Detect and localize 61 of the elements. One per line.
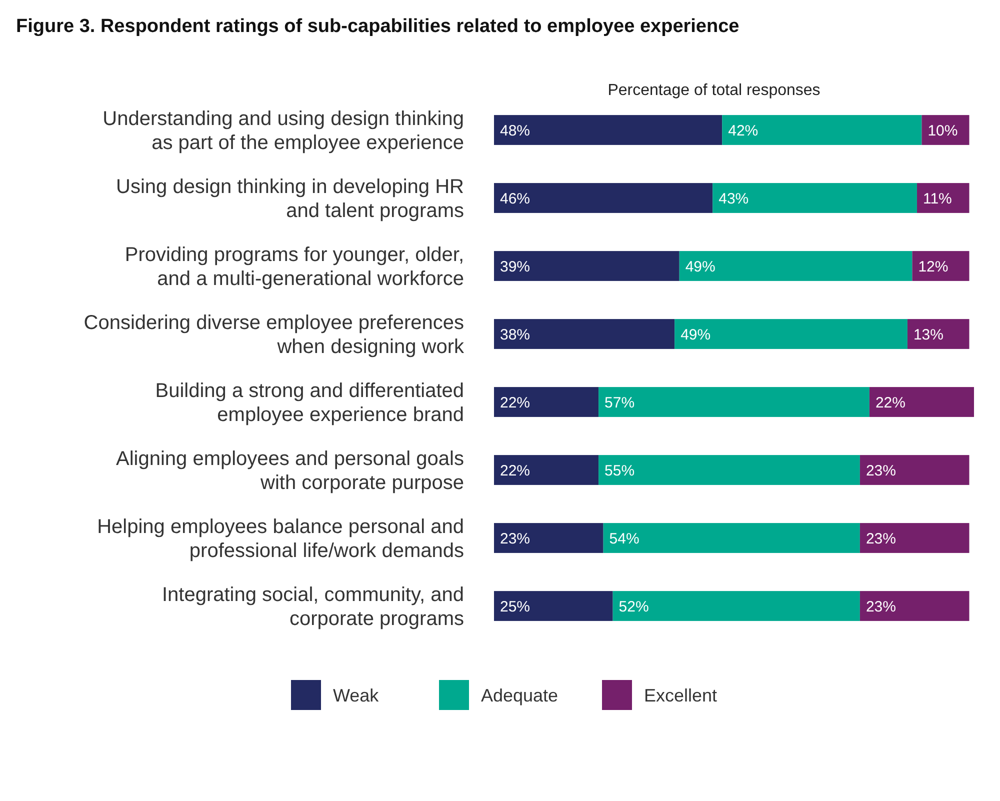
chart-title: Figure 3. Respondent ratings of sub-capabilities related to employee experience (16, 16, 740, 37)
y-tick-label: Aligning employees and personal goals with corporate purpose (116, 448, 464, 494)
data-label: 25% (500, 598, 530, 616)
bar (860, 523, 970, 553)
bar (494, 183, 713, 213)
data-label: 52% (618, 598, 649, 616)
data-label: 42% (728, 122, 758, 140)
bar (712, 183, 917, 213)
data-label: 38% (500, 326, 530, 344)
bar (722, 115, 922, 145)
bar (922, 115, 970, 145)
y-tick-label: Providing programs for younger, older, and a multi-generational workforce (124, 244, 464, 290)
bar (860, 455, 970, 485)
data-label: 22% (875, 394, 906, 412)
data-label: 13% (913, 326, 944, 344)
bar (494, 387, 599, 417)
data-label: 12% (918, 258, 948, 276)
bar (674, 319, 908, 349)
legend-label: Excellent (644, 685, 718, 706)
bar (912, 251, 970, 281)
y-tick-label: Considering diverse employee preferences when designing work (84, 312, 465, 358)
data-label: 22% (500, 394, 530, 412)
bar (494, 319, 675, 349)
bar (860, 591, 970, 621)
data-label: 55% (604, 462, 635, 480)
bar (907, 319, 970, 349)
bar (916, 183, 970, 213)
bar (598, 455, 860, 485)
bar (494, 591, 613, 621)
data-label: 49% (680, 326, 711, 344)
bar (603, 523, 860, 553)
data-label: 23% (866, 530, 896, 548)
bar (494, 455, 599, 485)
y-tick-label: Using design thinking in developing HR and talent programs (116, 176, 464, 222)
data-label: 43% (718, 190, 749, 208)
data-label: 57% (604, 394, 635, 412)
bar (494, 523, 604, 553)
legend-label: Adequate (481, 685, 558, 706)
data-label: 23% (866, 598, 896, 616)
bar (869, 387, 974, 417)
bar (494, 115, 722, 145)
data-label: 39% (500, 258, 530, 276)
data-label: 23% (866, 462, 896, 480)
data-label: 23% (500, 530, 530, 548)
y-tick-label: Helping employees balance personal and professional life/work demands (97, 516, 464, 562)
data-label: 22% (500, 462, 530, 480)
bar (598, 387, 870, 417)
y-tick-label: Understanding and using design thinking as part of the employee experience (102, 108, 464, 154)
data-label: 49% (685, 258, 716, 276)
bar (612, 591, 860, 621)
bar (679, 251, 912, 281)
data-label: 10% (928, 122, 958, 140)
data-label: 11% (922, 190, 952, 208)
x-axis-title: Percentage of total responses (608, 82, 820, 99)
legend-label: Weak (333, 685, 380, 706)
data-label: 48% (500, 122, 530, 140)
data-label: 54% (609, 530, 640, 548)
y-tick-label: Integrating social, community, and corporate programs (162, 584, 464, 630)
data-label: 46% (500, 190, 530, 208)
bar (494, 251, 680, 281)
y-tick-label: Building a strong and differentiated employee experience brand (155, 380, 464, 426)
